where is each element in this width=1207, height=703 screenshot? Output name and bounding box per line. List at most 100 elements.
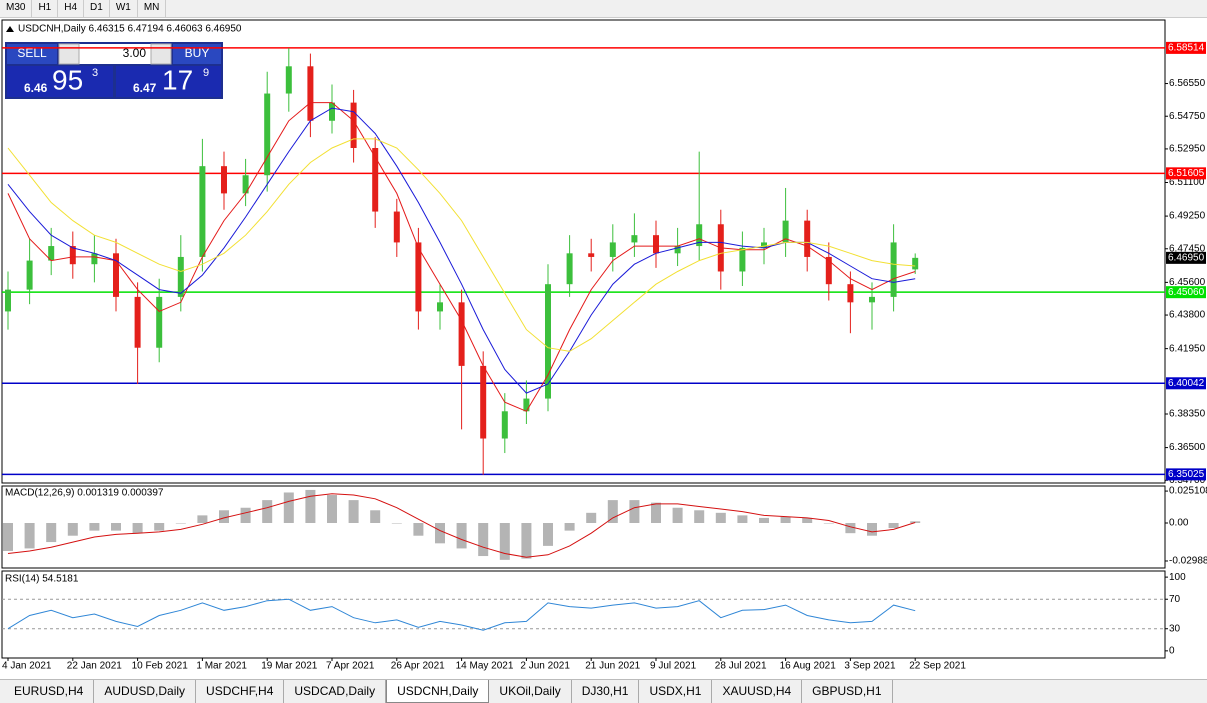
timeframe-button[interactable]: D1 [84,0,110,17]
candle-body [134,296,141,348]
candle-body [26,260,33,290]
macd-bar [456,522,467,549]
candle-body [458,302,465,366]
price-label: 6.46950 [1168,252,1205,263]
candle-body [113,253,119,297]
candle-body [782,220,789,243]
sell-button[interactable] [7,44,57,64]
macd-bar [845,522,856,534]
symbol-tab[interactable]: GBPUSD,H1 [802,680,893,703]
level-label: 6.40042 [1168,378,1205,389]
y-tick-label: 6.41950 [1169,343,1206,354]
x-tick-label: 1 Mar 2021 [196,661,247,672]
candle [588,238,595,272]
y-tick-label: 6.34700 [1169,475,1206,486]
macd-bar [348,500,359,523]
symbol-tab[interactable]: EURUSD,H4 [4,680,95,703]
x-tick-label: 22 Jan 2021 [67,661,122,672]
candle [912,253,919,274]
candle [113,238,119,312]
timeframe-button[interactable]: MN [138,0,167,17]
y-tick-label: 6.36500 [1169,442,1206,453]
timeframe-button[interactable]: W1 [110,0,138,17]
buy-button[interactable] [173,44,221,64]
sell-label[interactable]: SELL [17,46,47,60]
symbol-tab[interactable]: USDCNH,Daily [386,680,490,703]
candle-body [329,102,335,121]
candle-body [545,284,551,399]
macd-bar [607,500,618,523]
lots-input[interactable] [59,44,171,64]
buy-label[interactable]: BUY [185,46,210,60]
candle-body [631,235,638,243]
x-tick-label: 21 Jun 2021 [585,661,640,672]
buy-price-point: 9 [203,67,209,79]
symbol-tab[interactable]: DJ30,H1 [572,680,640,703]
candle [5,271,11,330]
macd-bar [262,500,273,523]
y-tick-label: 0.00 [1169,518,1189,529]
candle-body [825,256,832,285]
macd-bar [910,521,921,523]
y-tick-label: 6.54750 [1169,111,1206,122]
macd-bar [67,522,78,536]
candle [91,235,98,283]
candle-body [609,242,616,257]
timeframe-button[interactable]: H4 [58,0,85,17]
level-label-box [1166,286,1206,299]
x-tick-label: 19 Mar 2021 [261,661,318,672]
macd-bar [478,522,489,557]
candle [199,138,206,272]
x-tick-label: 9 Jul 2021 [650,661,697,672]
x-tick-label: 26 Apr 2021 [391,661,445,672]
macd-bar [89,522,100,531]
timeframe-button[interactable]: M30 [0,0,33,17]
x-tick-label: 3 Sep 2021 [844,661,896,672]
moving-average [7,102,916,412]
symbol-tab[interactable]: USDX,H1 [639,680,713,703]
candle-body [91,253,98,265]
level-label: 6.58514 [1168,43,1205,54]
sell-price-box[interactable] [7,66,113,97]
symbol-tab[interactable]: USDCHF,H4 [196,680,285,703]
moving-average [7,107,916,394]
macd-panel [1,485,1166,569]
y-tick-label: 0 [1169,645,1175,656]
lots-down[interactable] [58,43,80,65]
candle [869,282,875,330]
candle [329,84,335,134]
level-label-box [1166,41,1206,54]
symbol-tab[interactable]: AUDUSD,Daily [94,680,197,703]
macd-title: MACD(12,26,9) 0.001319 0.000397 [5,488,164,499]
chart-title: USDCNH,Daily 6.46315 6.47194 6.46063 6.4… [18,24,242,35]
macd-bar [132,522,143,534]
candle [393,198,400,257]
buy-price-big: 6.47 [133,81,157,95]
x-tick-label: 10 Feb 2021 [132,661,189,672]
candle [696,151,703,261]
symbol-tabs: EURUSD,H4 AUDUSD,Daily USDCHF,H4 USDCAD,Dai… [0,679,1207,703]
macd-bar [46,522,57,543]
macd-bar [543,522,553,546]
lots-value[interactable]: 3.00 [123,46,147,60]
symbol-tab[interactable]: USDCAD,Daily [284,680,387,703]
candle [545,264,551,412]
candle [782,187,789,257]
y-tick-label: 100 [1169,572,1186,583]
candle [134,282,141,385]
symbol-tab[interactable]: XAUUSD,H4 [712,680,803,703]
lots-up[interactable] [150,43,172,65]
candle-body [199,166,206,257]
timeframe-button[interactable]: H1 [32,0,59,17]
candle-body [480,365,487,439]
buy-price-box[interactable] [116,66,221,97]
x-tick-label: 16 Aug 2021 [780,661,837,672]
macd-bar [175,522,186,524]
candle [847,271,854,334]
moving-average [7,138,916,352]
candle-body [523,398,530,412]
symbol-tab[interactable]: UKOil,Daily [489,680,572,703]
candle-body [739,247,746,272]
candle-body [69,246,76,265]
